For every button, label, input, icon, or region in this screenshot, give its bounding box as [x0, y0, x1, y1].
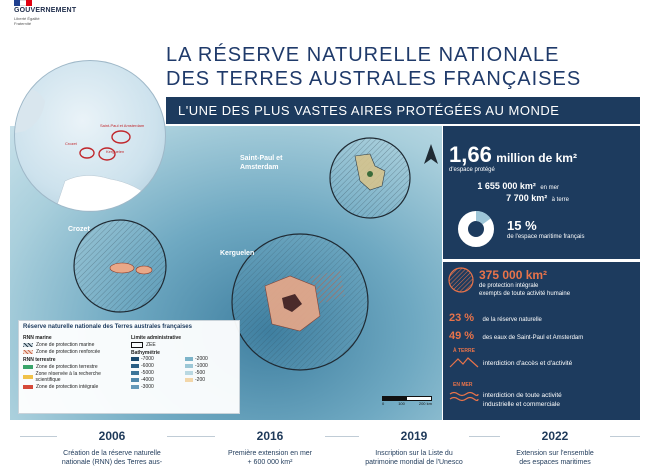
title-line-2: DES TERRES AUSTRALES FRANÇAISES — [166, 68, 582, 90]
crozet-zone — [73, 219, 167, 313]
map-label-stpaul: Saint-Paul et Amsterdam — [240, 155, 283, 171]
map-label-kerguelen: Kerguelen — [220, 250, 255, 257]
timeline-year-2022: 2022 — [500, 429, 610, 443]
bathy-7: -500 — [195, 370, 206, 376]
bathy-4: -3000 — [141, 384, 154, 390]
legend-rnn-terrestre: RNN terrestre — [23, 357, 56, 363]
timeline-text-2022-line-1: Extension sur l'ensemble — [516, 450, 594, 457]
sea-rule-text-2: industrielle et commerciale — [483, 401, 560, 408]
legend-rnn-marine: RNN marine — [23, 335, 52, 341]
timeline-year-2016: 2016 — [215, 429, 325, 443]
stat-area-unit: million de km² — [496, 151, 577, 165]
map-label-crozet: Crozet — [68, 226, 90, 233]
stat-pct1-value: 23 % — [449, 312, 475, 324]
timeline-text-2006-line-1: Création de la réserve naturelle — [63, 450, 161, 457]
timeline-year-2006: 2006 — [57, 429, 167, 443]
map-scale-bar: 0 100 200 km — [382, 396, 432, 406]
legend-title: Réserve naturelle nationale des Terres a… — [23, 324, 192, 330]
stat-land-value: 7 700 km² — [506, 193, 548, 203]
north-arrow-icon — [424, 144, 438, 164]
kerguelen-zone — [231, 233, 369, 371]
stat-pct2-caption: des eaux de Saint-Paul et Amsterdam — [482, 335, 584, 341]
legend-terrestre-1: Zone réservée à la recherche scientifiqu… — [35, 371, 101, 383]
stat-sea-caption: en mer — [540, 185, 559, 191]
scale-label-1: 100 — [398, 401, 405, 406]
bathy-1: -6000 — [141, 363, 154, 369]
stat-integral-value: 375 000 km² — [479, 268, 548, 282]
stats-panel: 1,66 million de km² d'espace protégé 1 6… — [443, 126, 640, 420]
map-canvas — [73, 137, 411, 371]
legend-marine-1: Zone de protection renforcée — [36, 349, 101, 355]
scale-label-0: 0 — [382, 401, 385, 406]
title-line-1: LA RÉSERVE NATURELLE NATIONALE — [166, 44, 560, 66]
stat-land-caption: à terre — [551, 197, 569, 203]
panel-divider — [443, 259, 640, 262]
globe-label-stpaul: Saint-Paul et Amsterdam — [100, 123, 145, 128]
stat-sea-value: 1 655 000 km² — [477, 181, 536, 191]
globe-inset: Saint-Paul et Amsterdam Crozet Kerguelen — [14, 60, 166, 212]
stat-area-value: 1,66 — [449, 142, 492, 167]
timeline-text-2006-line-2: nationale (RNN) des Terres aus- — [61, 459, 163, 466]
timeline-text-2016-line-1: Première extension en mer — [227, 450, 313, 457]
french-flag-logo — [14, 0, 32, 6]
timeline-text-2022: Extension sur l'ensemble des espaces mar… — [490, 449, 620, 467]
bathy-3: -4000 — [141, 377, 154, 383]
timeline-text-2016: Première extension en mer + 600 000 km² — [205, 449, 335, 467]
subtitle-bar: L'UNE DES PLUS VASTES AIRES PROTÉGÉES AU… — [166, 97, 640, 124]
timeline-text-2019-line-2: patrimoine mondial de l'Unesco — [365, 459, 463, 466]
government-motto: Liberté Égalité Fraternité — [14, 16, 40, 26]
legend-limite: Limite administrative — [131, 335, 182, 341]
stat-pct1-caption: de la réserve naturelle — [482, 317, 542, 323]
legend-marine-0: Zone de protection marine — [36, 342, 95, 348]
bathy-2: -5000 — [141, 370, 154, 376]
scale-label-2: 200 km — [418, 401, 432, 406]
legend-bathy: Bathymétrie — [131, 350, 160, 356]
stat-share-caption: de l'espace maritime français — [507, 234, 585, 240]
globe-label-kerguelen: Kerguelen — [106, 149, 125, 154]
page-title: LA RÉSERVE NATURELLE NATIONALE DES TERRE… — [166, 43, 581, 91]
land-rule-text: interdiction d'accès et d'activité — [483, 360, 573, 367]
timeline-text-2006: Création de la réserve naturelle nationa… — [47, 449, 177, 467]
sea-rule-label: EN MER — [453, 382, 473, 388]
globe-canvas — [15, 88, 165, 211]
stpaul-zone — [329, 137, 411, 219]
timeline-text-2016-line-2: + 600 000 km² — [247, 459, 293, 466]
timeline-year-2019: 2019 — [359, 429, 469, 443]
hatched-circle-icon — [448, 267, 474, 293]
map-legend: Réserve naturelle nationale des Terres a… — [18, 320, 240, 414]
legend-limite-item: ZEE — [146, 342, 156, 348]
legend-terrestre-0: Zone de protection terrestre — [36, 364, 98, 370]
government-name: GOUVERNEMENT — [14, 7, 77, 14]
timeline-text-2019-line-1: Inscription sur la Liste du — [375, 450, 453, 457]
timeline-text-2019: Inscription sur la Liste du patrimoine m… — [349, 449, 479, 467]
legend-terrestre-2: Zone de protection intégrale — [36, 384, 99, 390]
stat-integral-caption-1: de protection intégrale — [479, 283, 539, 289]
bathy-0: -7000 — [141, 356, 154, 362]
mountain-icon — [449, 357, 479, 368]
bathy-5: -2000 — [195, 356, 208, 362]
land-rule-label: À TERRE — [453, 348, 475, 354]
waves-icon — [449, 391, 479, 402]
stat-area: 1,66 million de km² — [449, 142, 577, 168]
stat-share-value: 15 % — [507, 218, 537, 233]
sea-rule-text-1: interdiction de toute activité — [483, 392, 562, 399]
timeline-text-2022-line-2: des espaces maritimes — [519, 459, 591, 466]
bathy-6: -1000 — [195, 363, 208, 369]
globe-label-crozet: Crozet — [65, 141, 77, 146]
stat-pct2-value: 49 % — [449, 330, 475, 342]
stat-area-caption: d'espace protégé — [449, 167, 495, 173]
stat-integral-caption-2: exempts de toute activité humaine — [479, 291, 571, 297]
bathy-8: -200 — [195, 377, 206, 383]
share-donut-chart — [458, 211, 494, 247]
timeline-line — [20, 436, 640, 437]
